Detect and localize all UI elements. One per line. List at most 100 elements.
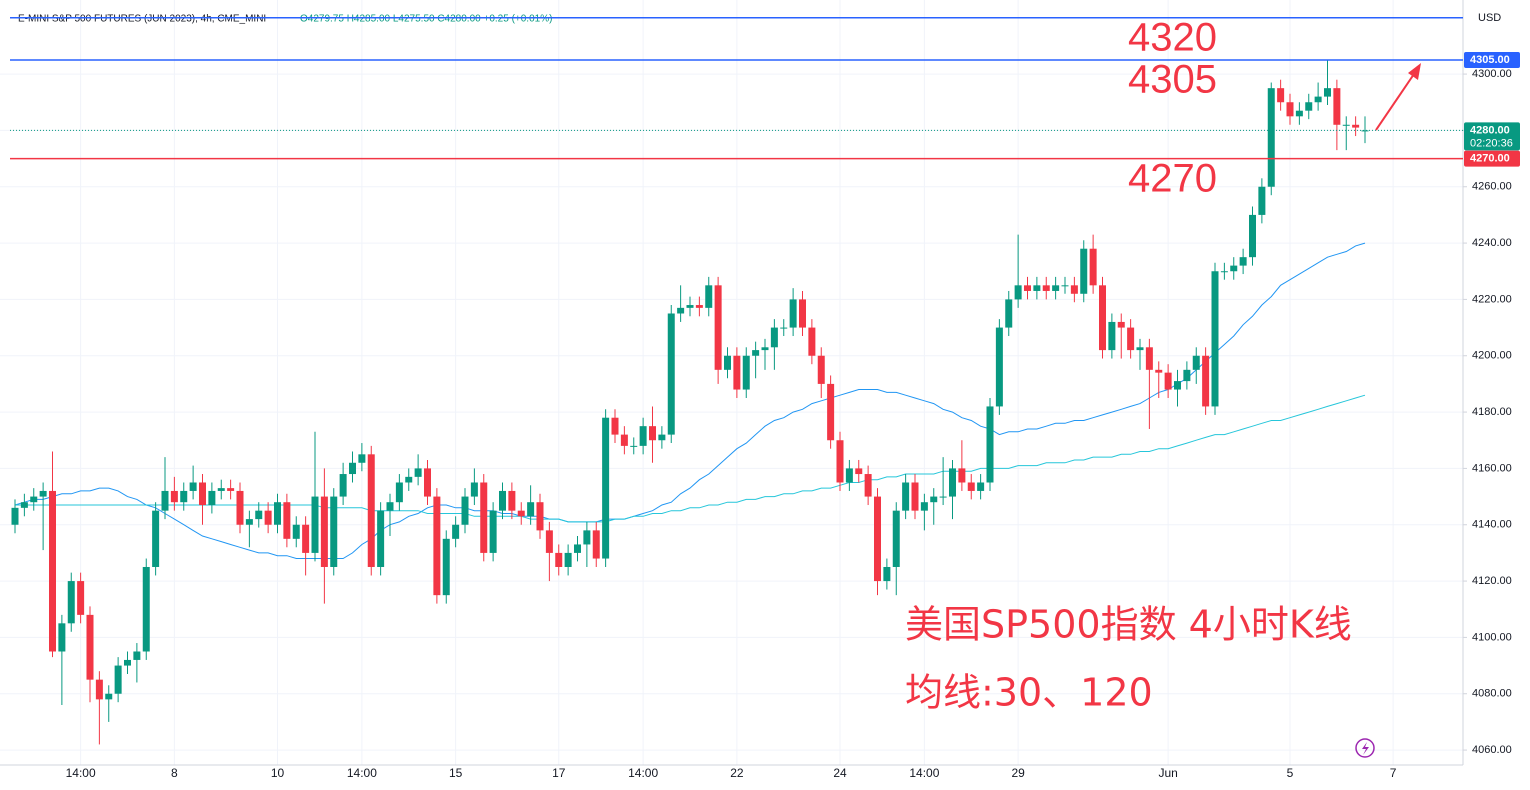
candle-body xyxy=(395,482,403,503)
candle-body xyxy=(339,474,347,497)
candle-body xyxy=(49,490,56,652)
candle-body xyxy=(977,482,985,491)
candle-body xyxy=(620,434,628,446)
candle-body xyxy=(292,524,300,539)
y-tick-label: 4060.00 xyxy=(1472,744,1512,756)
candle-body xyxy=(911,482,919,511)
candle-body xyxy=(67,581,75,624)
candle-body xyxy=(855,468,863,475)
candle-body xyxy=(1145,347,1153,370)
candle-body xyxy=(105,693,113,700)
candle-body xyxy=(142,566,150,652)
candle-body xyxy=(358,454,366,463)
candle-body xyxy=(592,530,600,559)
candle-body xyxy=(789,299,797,328)
candle-body xyxy=(499,490,506,511)
candle-body xyxy=(124,659,131,666)
candle-body xyxy=(611,417,619,435)
candle-body xyxy=(424,468,431,497)
arrow-head xyxy=(1408,63,1421,80)
candle-body xyxy=(39,490,47,497)
x-tick-label: 14:00 xyxy=(628,766,658,780)
last-price-box xyxy=(1464,122,1520,151)
candle-body xyxy=(761,347,769,351)
x-tick-label: Jun xyxy=(1158,766,1177,780)
candle-body xyxy=(330,496,338,567)
candle-body xyxy=(311,496,319,553)
candle-body xyxy=(1089,248,1097,286)
x-tick-label: 10 xyxy=(271,766,285,780)
x-tick-label: 24 xyxy=(833,766,847,780)
candle-body xyxy=(1286,102,1294,117)
candle-body xyxy=(1005,299,1013,328)
x-tick-label: 5 xyxy=(1287,766,1294,780)
y-tick-label: 4120.00 xyxy=(1472,575,1512,587)
currency: USD xyxy=(1478,12,1501,24)
price-label-box xyxy=(1464,51,1520,68)
candle-body xyxy=(714,285,722,370)
x-tick-label: 14:00 xyxy=(347,766,377,780)
candle-body xyxy=(733,355,741,390)
last-price-label: 4280.00 xyxy=(1470,124,1510,136)
candle-body xyxy=(1277,88,1285,103)
y-tick-label: 4240.00 xyxy=(1472,237,1512,249)
candle-body xyxy=(602,417,610,559)
candle-body xyxy=(152,510,160,567)
candle-body xyxy=(1061,285,1069,287)
y-tick-label: 4180.00 xyxy=(1472,406,1512,418)
candle-body xyxy=(1249,214,1256,258)
candle-body xyxy=(367,454,375,567)
replay-icon[interactable] xyxy=(1355,738,1375,758)
candle-body xyxy=(677,307,685,314)
candle-body xyxy=(1258,186,1266,215)
candle-body xyxy=(1361,130,1369,132)
candle-body xyxy=(564,552,572,567)
candle-body xyxy=(180,490,188,503)
candle-body xyxy=(724,355,731,370)
arrow xyxy=(1375,73,1415,131)
candle-body xyxy=(686,305,694,308)
x-tick-label: 8 xyxy=(171,766,178,780)
candle-body xyxy=(161,490,169,511)
candle-body xyxy=(255,510,263,520)
candle-body xyxy=(208,490,216,506)
y-tick-label: 4260.00 xyxy=(1472,181,1512,193)
candle-body xyxy=(217,488,225,491)
annotation: 4320 xyxy=(1128,16,1217,60)
candle-body xyxy=(555,552,563,567)
candle-body xyxy=(386,502,394,511)
price-label: 4305.00 xyxy=(1470,54,1510,66)
candle-body xyxy=(1099,285,1106,351)
candle-body xyxy=(1014,285,1022,300)
candle-body xyxy=(1305,102,1313,111)
candle-body xyxy=(1202,355,1210,407)
candle-body xyxy=(667,313,675,435)
candle-body xyxy=(1267,88,1275,187)
candle-body xyxy=(189,482,197,491)
candle-body xyxy=(245,519,253,525)
candle-body xyxy=(995,327,1003,407)
symbol: E-MINI S&P 500 FUTURES (JUN 2023), 4h, C… xyxy=(18,14,266,25)
x-tick-label: 17 xyxy=(552,766,566,780)
candle-body xyxy=(480,482,488,553)
candle-body xyxy=(536,502,544,531)
candle-body xyxy=(58,623,66,652)
candle-body xyxy=(1220,271,1228,273)
candle-body xyxy=(1127,327,1135,351)
countdown: 02:20:36 xyxy=(1470,137,1513,149)
candle-body xyxy=(1211,271,1219,407)
candle-body xyxy=(705,285,713,308)
candle-body xyxy=(405,476,413,483)
x-tick-label: 15 xyxy=(449,766,463,780)
candle-body xyxy=(864,474,872,497)
candle-body xyxy=(1080,248,1088,294)
y-tick-label: 4140.00 xyxy=(1472,519,1512,531)
price-label: 4270.00 xyxy=(1470,152,1510,164)
candle-body xyxy=(461,496,469,525)
candle-body xyxy=(236,490,244,525)
candle-body xyxy=(827,383,835,441)
x-tick-label: 14:00 xyxy=(909,766,939,780)
ohlc: O4279.75 H4285.00 L4275.50 C4280.00 +0.2… xyxy=(300,14,552,25)
candle-body xyxy=(1183,369,1191,382)
